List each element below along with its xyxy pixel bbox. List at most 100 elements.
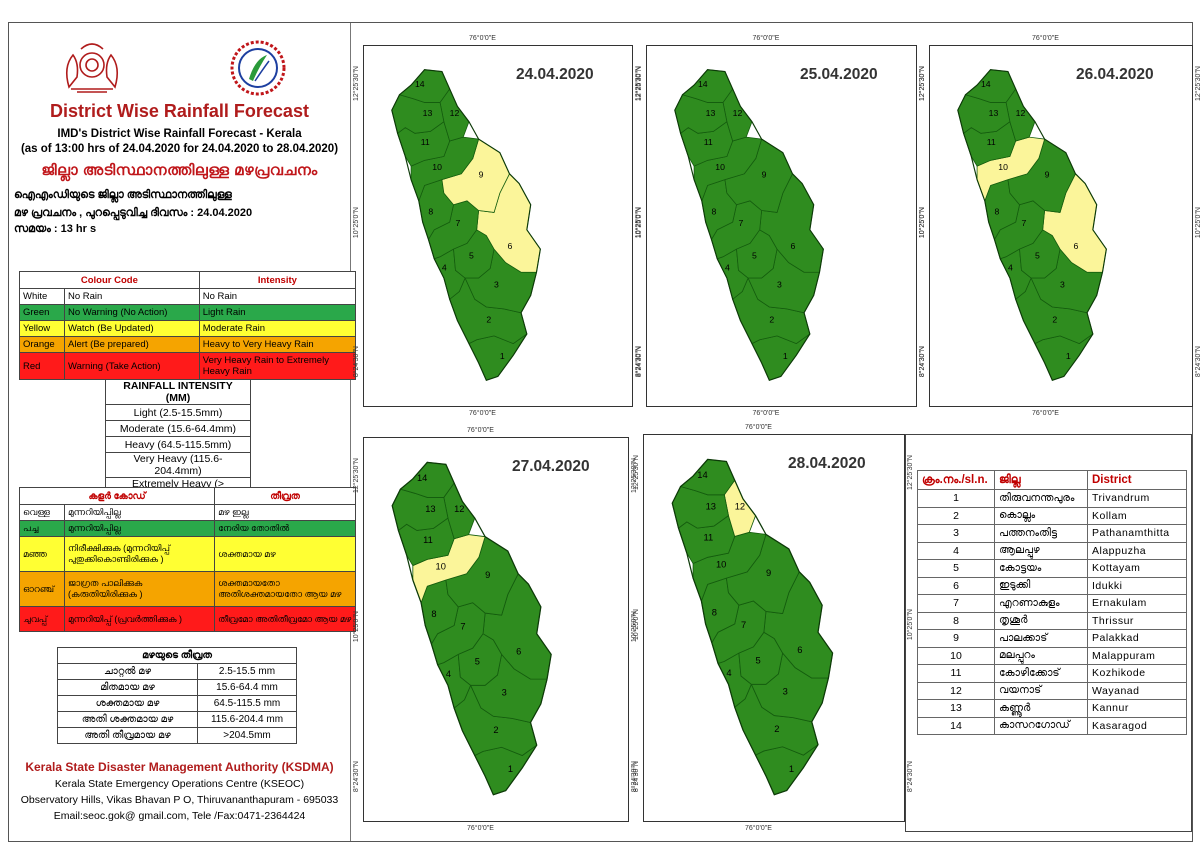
forecast-map-3: 1 2 3 4 5 6 7 8 9 10 11 12 13 14 26.04.2020 76°0'0"E 76°… [919,35,1200,417]
district-number-label: 4 [1008,262,1013,272]
ml-intensity-value: 115.6-204.4 mm [197,711,297,728]
district-table-box [905,434,1192,832]
district-number-label: 7 [460,622,465,632]
district-number-label: 6 [508,241,513,251]
ml-intensity-header: തീവ്രത [214,487,356,505]
intensity-cell: Moderate Rain [198,320,357,337]
district-number-label: 3 [783,687,788,697]
sl-no-cell: 3 [917,524,995,543]
state-outline [391,461,552,796]
longitude-label-bottom: 76°0'0"E [745,825,772,832]
district-number-label: 11 [703,533,713,543]
district-number-label: 9 [479,170,484,180]
district-number-label: 10 [998,162,1008,172]
sl-no-cell: 2 [917,506,995,525]
longitude-label-bottom: 76°0'0"E [467,825,494,832]
latitude-label-right: 8°24'30"N [1195,346,1200,378]
district-number-label: 11 [987,137,996,147]
ml-intensity-label: മിതമായ മഴ [57,679,198,696]
district-number-label: 10 [436,562,446,572]
intensity-cell: No Rain [198,288,357,305]
state-outline [391,69,541,381]
district-number-label: 5 [469,251,474,261]
forecast-map-1: 1 2 3 4 5 6 7 8 9 10 11 12 13 14 24.04.2020 76°0'0"E 76°… [353,35,642,417]
table-row: 13 കണ്ണൂർ Kannur [917,699,1187,718]
colour-cell: വെള്ള [19,504,65,521]
state-outline [957,69,1107,381]
sl-no-cell: 6 [917,576,995,595]
district-region-1 [754,744,819,796]
district-ml-cell: ഇടുക്കി [994,576,1088,595]
district-header-slno: ക്രം.നം./sl.n. [917,470,995,490]
district-number-label: 2 [769,314,774,324]
map-date-label: 26.04.2020 [1076,66,1154,83]
district-number-label: 6 [516,646,521,656]
warning-cell: No Warning (No Action) [64,304,200,321]
colour-cell: ഓറഞ്ച് [19,571,65,607]
district-number-label: 7 [1021,218,1026,228]
warning-cell: നിരീക്ഷിക്കുക (മുന്നറിയിപ്പ് പുതുക്കികൊണ… [63,536,216,572]
latitude-label-left: 10°25'0"N [353,207,360,239]
sl-no-cell: 11 [917,664,995,683]
footer-line-2: Observatory Hills, Vikas Bhavan P O, Thi… [20,794,339,806]
sl-no-cell: 12 [917,681,995,700]
district-ml-cell: ആലപ്പുഴ [994,541,1088,560]
district-number-label: 14 [415,79,425,89]
table-row: Green No Warning (No Action) Light Rain [19,304,357,321]
latitude-label-left: 10°25'0"N [636,207,643,239]
table-row: 2 കൊല്ലം Kollam [917,506,1187,525]
ml-intensity-value: 2.5-15.5 mm [197,663,297,680]
district-number-label: 13 [425,504,435,514]
table-row: പച്ച മുന്നറിയിപ്പില്ല നേരിയ തോതിൽ [19,520,356,537]
ml-intensity-label: അതി ശക്തമായ മഴ [57,711,198,728]
district-number-label: 5 [752,251,757,261]
district-number-label: 11 [423,535,433,545]
page-frame [8,22,1193,842]
district-en-cell: Kannur [1087,699,1187,718]
district-number-label: 12 [454,504,464,514]
rainfall-intensity-table: RAINFALL INTENSITY (MM) Light (2.5-15.5m… [105,379,251,503]
intensity-cell: ശക്തമായതോ അതിശക്തമായതോ ആയ മഴ [214,571,356,607]
district-number-label: 1 [508,764,513,774]
district-en-cell: Malappuram [1087,646,1187,665]
district-number-label: 2 [774,724,779,734]
district-number-label: 7 [741,620,746,630]
longitude-label-bottom: 76°0'0"E [469,410,496,417]
latitude-label-right: 12°25'30"N [1195,66,1200,102]
district-number-label: 1 [783,351,788,361]
latitude-label-left: 10°25'0"N [633,609,640,641]
latitude-label-left: 12°25'30"N [353,458,360,494]
latitude-label-left: 12°25'30"N [633,455,640,491]
district-number-label: 13 [989,108,999,118]
latitude-label-left: 10°25'0"N [353,610,360,642]
table-row: 1 തിരുവനന്തപുരം Trivandrum [917,489,1187,508]
district-header-english: District [1087,470,1187,490]
district-ml-cell: തൃശൂർ [994,611,1088,630]
district-ml-cell: കണ്ണൂർ [994,699,1088,718]
table-row: 3 പത്തനംതിട്ട Pathanamthitta [917,524,1187,543]
district-number-label: 12 [733,108,743,118]
latitude-label-left: 8°24'30"N [919,346,926,378]
district-number-label: 7 [738,218,743,228]
district-number-label: 12 [735,501,745,511]
malayalam-intensity-table: മഴയുടെ തീവ്രത ചാറ്റൽ മഴ 2.5-15.5 mm മിതമാ… [57,647,297,744]
colour-cell: ചുവപ്പ് [19,606,65,632]
ml-intensity-title: മഴയുടെ തീവ്രത [57,647,297,664]
table-row: 8 തൃശൂർ Thrissur [917,611,1187,630]
district-number-label: 1 [500,351,505,361]
district-number-label: 13 [706,108,716,118]
district-ml-cell: കോഴിക്കോട് [994,664,1088,683]
table-row: ഓറഞ്ച് ജാഗ്രത പാലിക്കുക (കരുതിയിരിക്കുക … [19,571,356,607]
district-header-malayalam: ജില്ല [994,470,1088,490]
sl-no-cell: 7 [917,594,995,613]
colour-cell: Green [19,304,65,321]
latitude-label-left: 8°24'30"N [353,761,360,793]
sl-no-cell: 1 [917,489,995,508]
notice-line-3: സമയം : 13 hr s [14,223,97,235]
colour-cell: Yellow [19,320,65,337]
latitude-label-left: 8°24'30"N [633,761,640,793]
district-number-label: 13 [423,108,433,118]
district-ml-cell: കൊല്ലം [994,506,1088,525]
